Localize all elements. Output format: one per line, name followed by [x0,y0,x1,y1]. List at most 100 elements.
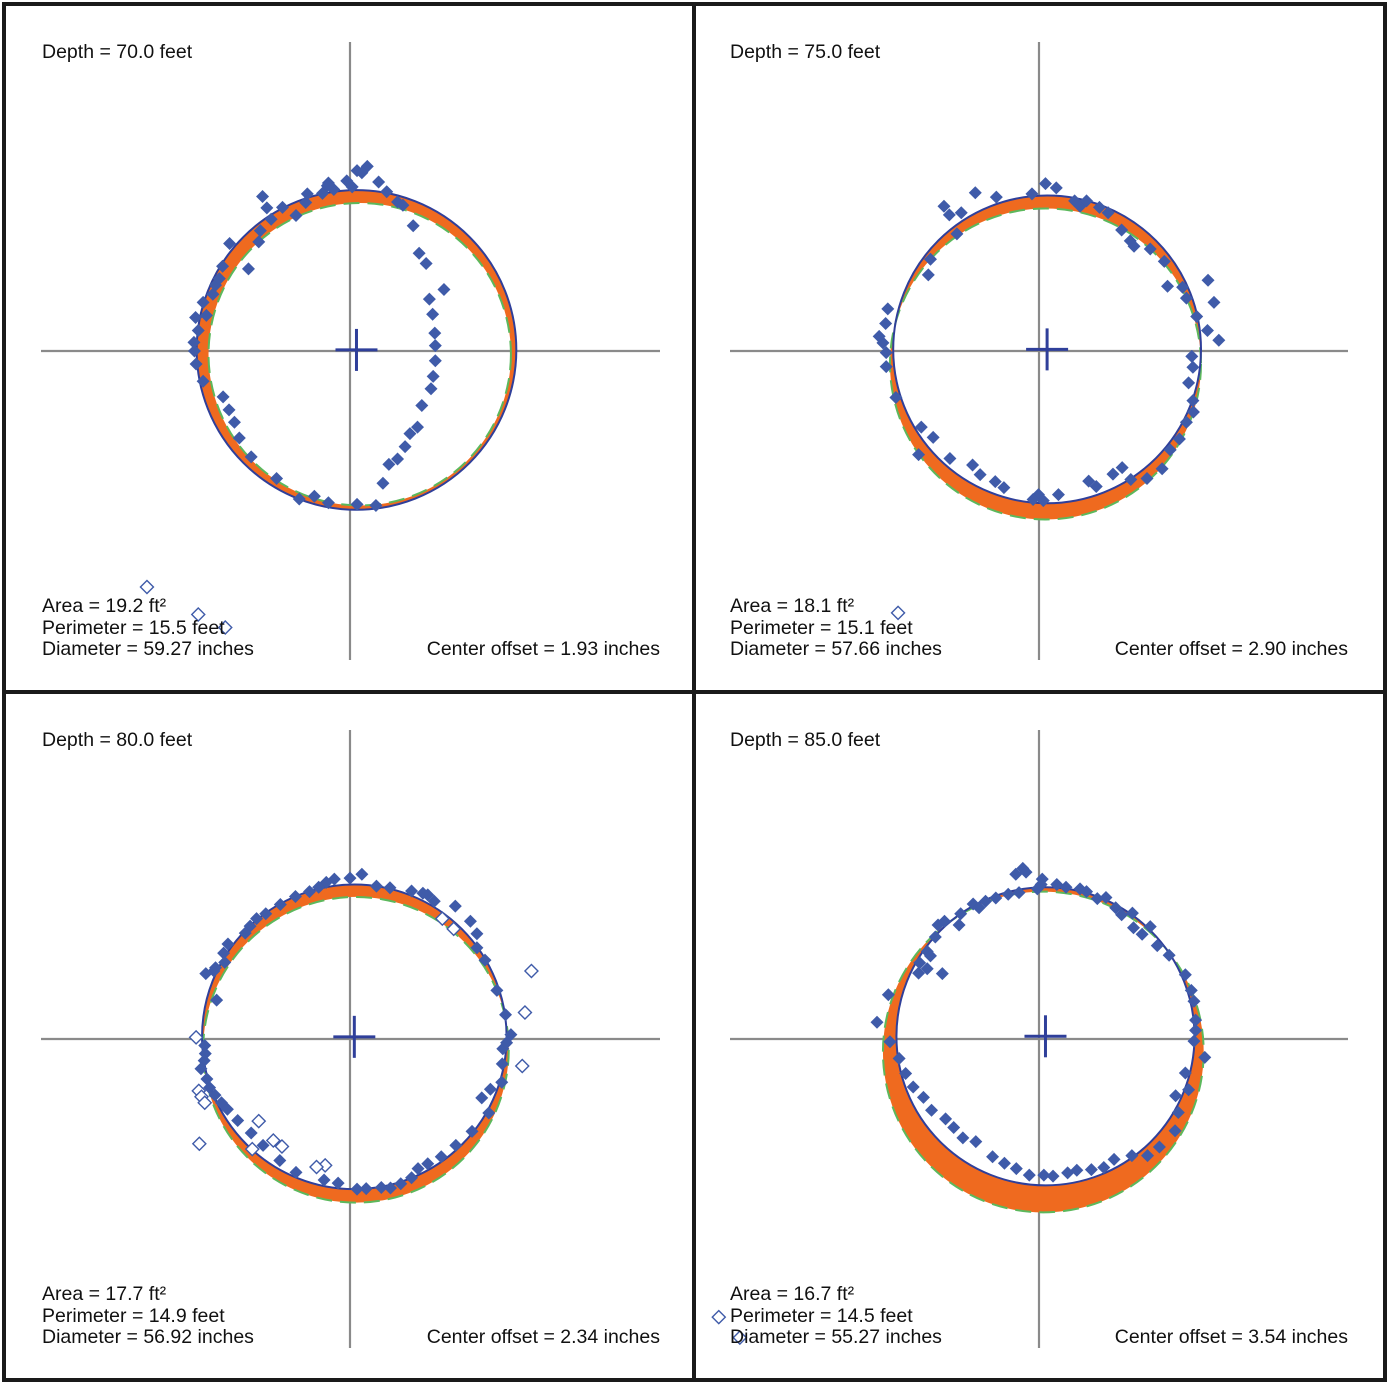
data-point [223,237,237,251]
outlier-point [244,1141,260,1157]
data-point [244,450,258,464]
data-point [222,403,236,417]
data-point [276,200,289,214]
data-point [260,201,274,215]
data-point [412,246,426,260]
data-point [187,344,201,358]
outlier-point [732,1330,748,1346]
data-point [1212,333,1226,347]
data-point [289,1165,303,1179]
data-point [220,1102,234,1116]
data-point [198,1038,212,1052]
data-point [1097,1161,1111,1175]
data-point [355,867,369,881]
data-point [1049,181,1063,195]
data-point [383,881,397,895]
plot-area [872,177,1226,621]
data-point [303,885,316,899]
data-point [1185,349,1199,363]
data-point [504,1028,518,1042]
data-point [405,1171,419,1185]
data-point [428,326,442,340]
data-point [426,307,440,321]
data-point [194,1062,208,1076]
data-point [1025,187,1039,201]
data-point [321,496,335,510]
data-point [954,907,968,921]
data-point [935,967,949,981]
data-point [1125,1149,1139,1163]
data-point [482,1106,496,1120]
data-point [1179,415,1193,429]
data-point [921,268,935,282]
data-point [434,1150,448,1164]
data-point [1201,273,1215,287]
outlier-point [191,1136,207,1152]
data-point [912,448,926,462]
data-point [947,1121,961,1135]
data-point [244,1126,258,1140]
data-point [372,175,386,189]
data-point [273,898,287,912]
deviation-region [889,195,1201,520]
area-label: Area = 19.2 ft² [42,595,167,617]
data-point [1080,194,1094,208]
data-point [1143,242,1157,256]
data-point [343,871,357,885]
data-point [1106,467,1120,481]
data-point [189,311,203,325]
data-point [403,427,417,441]
data-point [1187,1034,1201,1048]
data-point [196,374,210,388]
depth-label: Depth = 75.0 feet [730,41,881,63]
data-point [916,1090,930,1104]
data-point [879,360,893,374]
data-point [950,227,964,241]
data-point [415,399,429,413]
data-point [382,457,396,471]
data-point [1009,867,1023,881]
data-point [426,369,440,383]
data-point [989,891,1003,905]
outlier-point [265,1133,281,1149]
data-point [374,1181,388,1194]
outlier-point [190,607,206,623]
data-point [1080,885,1094,899]
data-point [270,471,284,485]
data-point [942,208,956,222]
data-point [212,272,226,286]
data-point [256,190,270,204]
data-point [448,899,462,913]
outlier-point [217,619,233,635]
data-point [398,440,412,454]
data-point [320,179,334,193]
data-point [1046,1169,1060,1183]
data-point [289,208,303,222]
outlier-point [517,1005,533,1021]
area-label: Area = 17.7 ft² [42,1283,167,1305]
data-point [954,206,968,220]
data-point [1038,177,1052,191]
data-point [376,476,390,490]
outlier-point [139,579,155,595]
data-point [923,252,937,266]
data-point [259,907,273,921]
data-point [232,431,246,445]
data-point [216,259,230,273]
data-point [943,451,957,465]
outlier-point [274,1138,290,1154]
data-point [218,955,232,969]
outlier-point [309,1159,325,1175]
data-point [292,492,306,506]
reference-circle [207,202,512,507]
data-point [1059,880,1073,894]
data-point [238,926,252,940]
outlier-point [446,921,462,937]
data-point [396,198,410,212]
data-point [463,914,477,928]
data-point [1030,882,1044,896]
data-point [227,415,241,429]
diameter-label: Diameter = 57.66 inches [730,638,942,660]
